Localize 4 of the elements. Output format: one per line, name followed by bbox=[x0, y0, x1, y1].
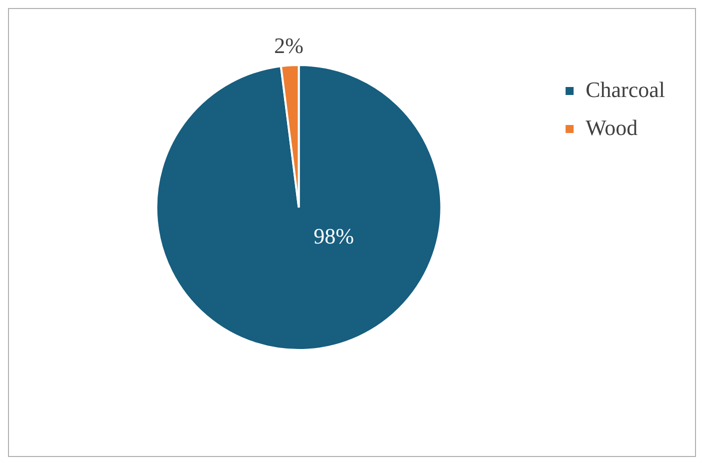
legend-label: Charcoal bbox=[586, 76, 665, 102]
legend-label: Wood bbox=[586, 114, 638, 140]
data-label: 98% bbox=[314, 223, 354, 248]
data-label: 2% bbox=[274, 33, 304, 58]
